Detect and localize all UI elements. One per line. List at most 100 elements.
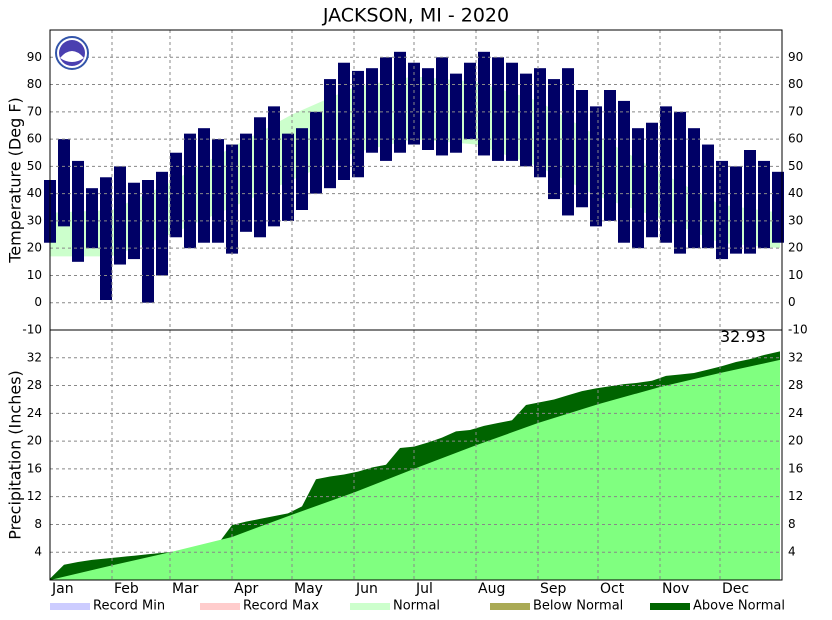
y-tick-label-right: 12 (788, 489, 803, 503)
temp-bar (114, 166, 126, 265)
temp-bar (618, 100, 630, 243)
temp-bar (254, 117, 266, 238)
y-tick-label-right: 30 (788, 213, 803, 227)
temp-bar (534, 68, 546, 178)
y-tick-label-right: 16 (788, 461, 803, 475)
legend-label: Record Min (93, 599, 165, 614)
y-tick-label: 30 (27, 213, 42, 227)
y-tick-label: 8 (34, 517, 42, 531)
temp-bar (240, 133, 252, 232)
temp-bar (324, 79, 336, 189)
temp-bar (716, 160, 728, 260)
y-tick-label: 24 (27, 406, 42, 420)
temp-bar (730, 166, 742, 254)
y-axis-label: Precipitation (Inches) (6, 370, 25, 540)
y-tick-label-right: 50 (788, 159, 803, 173)
y-tick-label: 20 (27, 241, 42, 255)
temp-bar (212, 139, 224, 243)
temp-bar (86, 188, 98, 249)
y-tick-label-right: 20 (788, 434, 803, 448)
temp-bar (464, 62, 476, 140)
y-tick-label-right: 28 (788, 378, 803, 392)
y-tick-label: 40 (27, 186, 42, 200)
temp-bar (702, 144, 714, 249)
x-tick-label: Nov (662, 581, 689, 597)
x-tick-label: Mar (172, 581, 199, 597)
y-tick-label: 20 (27, 434, 42, 448)
temp-bar (310, 111, 322, 194)
temp-bar (436, 57, 448, 156)
temp-bar (772, 171, 784, 243)
y-tick-label-right: 80 (788, 77, 803, 91)
y-tick-label: 10 (27, 268, 42, 282)
y-tick-label: 50 (27, 159, 42, 173)
temp-bar (674, 111, 686, 254)
y-tick-label-right: 24 (788, 406, 803, 420)
y-tick-label: 60 (27, 132, 42, 146)
legend-swatch (200, 603, 240, 610)
y-tick-label: 28 (27, 378, 42, 392)
y-tick-label: 70 (27, 104, 42, 118)
temp-bar (282, 133, 294, 221)
noaa-logo (55, 36, 89, 70)
temp-bar (100, 177, 112, 300)
y-tick-label: 16 (27, 461, 42, 475)
temp-bar (660, 106, 672, 243)
temp-bar (646, 122, 658, 238)
y-tick-label: 4 (34, 545, 42, 559)
temp-bar (380, 57, 392, 161)
y-tick-label-right: 70 (788, 104, 803, 118)
temp-bar (366, 68, 378, 153)
temp-bar (758, 160, 770, 249)
temp-bar (198, 128, 210, 243)
temp-bar (422, 68, 434, 150)
y-tick-label-right: 32 (788, 350, 803, 364)
temp-bar (520, 73, 532, 167)
x-tick-label: Jan (51, 581, 74, 597)
temp-bar (352, 70, 364, 178)
y-tick-label: 32 (27, 350, 42, 364)
temp-bar (492, 57, 504, 161)
legend-swatch (50, 603, 90, 610)
y-tick-label: 0 (34, 295, 42, 309)
temp-bar (296, 128, 308, 210)
plot-layer: -10 -10 0 0 10 10 20 20 30 30 40 40 50 50 60 60 70 70 80 80… (6, 30, 808, 597)
temp-bar (142, 180, 154, 303)
temp-bar (156, 171, 168, 276)
x-tick-label: Jun (355, 581, 378, 597)
y-tick-label-right: 40 (788, 186, 803, 200)
temp-bar (688, 128, 700, 249)
temp-bar (338, 62, 350, 180)
temp-bar (184, 133, 196, 249)
y-tick-label: -10 (22, 323, 42, 337)
y-tick-label-right: 20 (788, 241, 803, 255)
legend-label: Above Normal (693, 599, 785, 614)
x-tick-label: Jul (415, 581, 433, 597)
y-tick-label-right: 90 (788, 50, 803, 64)
temp-bar (58, 139, 70, 227)
x-tick-label: Apr (234, 581, 258, 597)
x-tick-label: Dec (722, 581, 749, 597)
legend-swatch (490, 603, 530, 610)
temp-bar (604, 90, 616, 221)
chart-title: JACKSON, MI - 2020 (322, 5, 509, 27)
temp-bar (394, 51, 406, 153)
total-label: 32.93 (720, 327, 766, 346)
x-tick-label: May (294, 581, 323, 597)
y-tick-label-right: 10 (788, 268, 803, 282)
bottom-frame (49, 329, 783, 581)
y-tick-label: 80 (27, 77, 42, 91)
temp-bar (478, 51, 490, 156)
temp-bar (744, 150, 756, 254)
y-tick-label-right: -10 (788, 323, 808, 337)
y-axis-label: Temperature (Deg F) (6, 97, 25, 264)
x-tick-label: Oct (600, 581, 625, 597)
logo-gull (60, 51, 84, 62)
temp-bar (450, 73, 462, 153)
y-tick-label-right: 60 (788, 132, 803, 146)
temp-bar (72, 160, 84, 262)
temp-bar (562, 68, 574, 216)
legend-label: Below Normal (533, 599, 623, 614)
temp-bar (576, 90, 588, 208)
